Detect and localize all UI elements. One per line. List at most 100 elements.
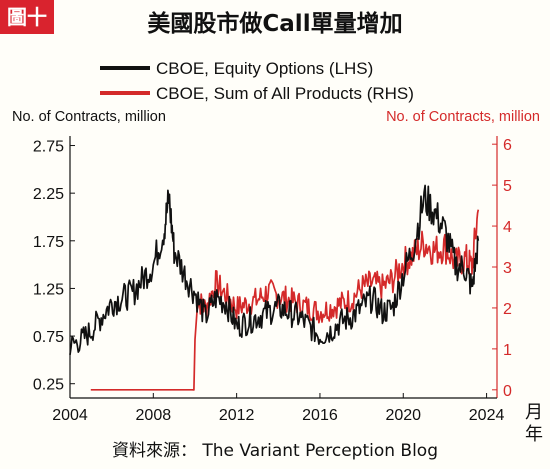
series-1-point (236, 307, 238, 309)
legend: CBOE, Equity Options (LHS) CBOE, Sum of A… (100, 59, 414, 103)
series-0-point (455, 264, 457, 266)
series-all-products (90, 209, 480, 391)
source-note: 資料來源： The Variant Perception Blog (112, 441, 438, 461)
series-0-point (413, 245, 415, 247)
series-0-point (205, 316, 207, 318)
x-axis-label-char-1: 年 (525, 424, 543, 444)
series-0-point (236, 326, 238, 328)
series-1-point (340, 303, 342, 305)
series-1-point (267, 291, 269, 293)
y-left-tick-5: 0.25 (33, 377, 64, 394)
legend-label-0: CBOE, Equity Options (LHS) (156, 59, 373, 78)
series-0-point (392, 307, 394, 309)
x-tick-5: 2024 (469, 407, 505, 424)
series-0-point (194, 292, 196, 294)
series-0-point (444, 230, 446, 232)
series-1-point (111, 389, 113, 391)
series-1-point (298, 303, 300, 305)
y-right-tick-6: 0 (503, 383, 512, 400)
series-1-point (215, 283, 217, 285)
series-1-point (477, 209, 479, 211)
figure-badge-label: 圖十 (7, 5, 47, 29)
y-left-tick-2: 1.75 (33, 234, 64, 251)
series-0-point (382, 311, 384, 313)
series-0-point (309, 326, 311, 328)
series-0-point (477, 240, 479, 242)
series-0-point (288, 311, 290, 313)
series-1-point (434, 250, 436, 252)
series-0-point (361, 307, 363, 309)
series-0-point (298, 316, 300, 318)
series-1-point (319, 311, 321, 313)
series-line-0 (69, 184, 480, 356)
series-1-point (423, 242, 425, 244)
series-0-point (121, 297, 123, 299)
series-1-point (309, 307, 311, 309)
y-left-tick-1: 2.25 (33, 186, 64, 203)
x-tick-2: 2012 (219, 407, 255, 424)
series-1-point (153, 389, 155, 391)
series-1-point (246, 303, 248, 305)
series-equity-options (69, 184, 480, 356)
series-1-point (225, 295, 227, 297)
series-1-point (194, 340, 196, 342)
y-axis-right-label: No. of Contracts, million (386, 109, 540, 125)
series-0-point (277, 307, 279, 309)
x-tick-3: 2016 (302, 407, 338, 424)
y-right-tick-4: 2 (503, 301, 512, 318)
series-1-point (361, 287, 363, 289)
series-1-point (382, 287, 384, 289)
series-0-point (69, 345, 71, 347)
series-1-point (444, 246, 446, 248)
y-axis-left-label: No. of Contracts, million (12, 109, 166, 125)
series-1-point (392, 278, 394, 280)
series-0-point (80, 340, 82, 342)
series-0-point (246, 321, 248, 323)
series-0-point (434, 211, 436, 213)
series-0-point (173, 250, 175, 252)
series-0-point (184, 273, 186, 275)
series-1-point (173, 389, 175, 391)
series-0-point (465, 269, 467, 271)
axes: No. of Contracts, million No. of Contract… (12, 109, 543, 444)
series-0-point (163, 230, 165, 232)
series-1-point (288, 299, 290, 301)
y-left-tick-3: 1.25 (33, 281, 64, 298)
y-left-tick-0: 2.75 (33, 139, 64, 156)
series-0-point (371, 297, 373, 299)
series-0-point (132, 292, 134, 294)
series-1-point (257, 299, 259, 301)
series-0-point (319, 335, 321, 337)
series-1-point (90, 389, 92, 391)
x-axis-label-char-0: 月 (525, 402, 543, 422)
chart-title: 美國股市做Call單量增加 (147, 11, 403, 37)
series-line-1 (90, 209, 480, 391)
series-1-point (465, 258, 467, 260)
legend-label-1: CBOE, Sum of All Products (RHS) (156, 84, 414, 103)
y-right-tick-2: 4 (503, 219, 512, 236)
figure-badge (0, 0, 54, 34)
series-1-point (193, 389, 195, 391)
series-0-point (350, 316, 352, 318)
series-1-point (132, 389, 134, 391)
series-0-point (153, 264, 155, 266)
series-0-point (402, 273, 404, 275)
y-right-tick-5: 1 (503, 342, 512, 359)
series-0-point (142, 278, 144, 280)
x-tick-4: 2020 (385, 407, 421, 424)
series-0-point (90, 331, 92, 333)
series-1-point (471, 266, 473, 268)
series-0-point (471, 288, 473, 290)
series-0-point (225, 302, 227, 304)
series-1-point (330, 307, 332, 309)
series-0-point (168, 197, 170, 199)
series-0-point (423, 197, 425, 199)
y-right-tick-0: 6 (503, 137, 512, 154)
series-0-point (267, 311, 269, 313)
series-0-point (340, 321, 342, 323)
y-left-tick-4: 0.75 (33, 329, 64, 346)
y-right-tick-3: 3 (503, 260, 512, 277)
x-tick-1: 2008 (136, 407, 172, 424)
series-0-point (257, 316, 259, 318)
